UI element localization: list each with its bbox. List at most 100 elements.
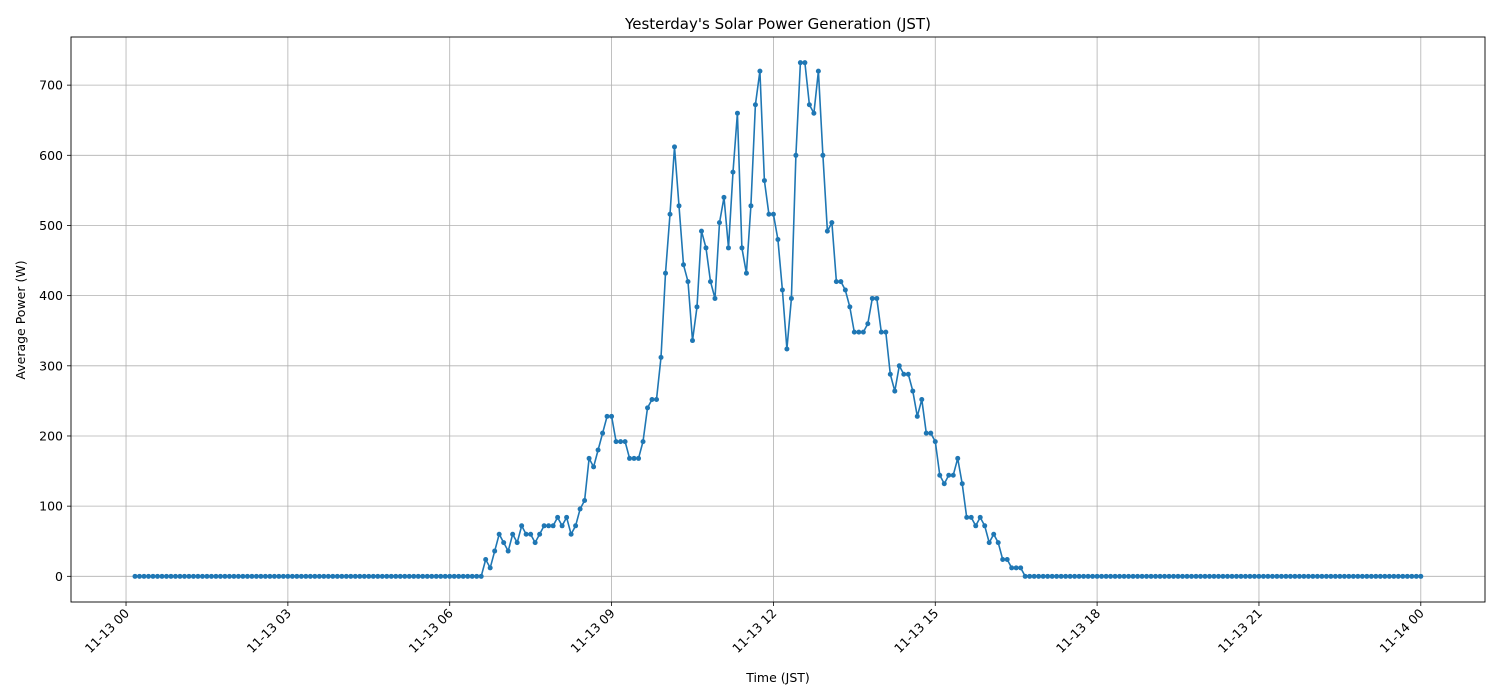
data-point [761,178,767,184]
data-point [334,573,340,579]
data-point [519,523,525,529]
data-point [146,573,152,579]
data-point [806,102,812,108]
x-tick-label: 11-13 12 [729,606,779,656]
data-point [505,548,511,554]
data-point [991,531,997,537]
data-point [339,573,345,579]
data-point [249,573,255,579]
data-point [721,194,727,200]
data-point [896,363,902,369]
data-point [163,573,169,579]
data-point [204,573,210,579]
data-point [919,396,925,402]
data-point [901,371,907,377]
data-point [802,60,808,66]
data-point [1049,573,1055,579]
data-point [820,152,826,158]
data-point [1009,565,1015,571]
data-point [465,573,471,579]
plot-frame [70,36,1486,603]
data-point [1373,573,1379,579]
data-point [698,228,704,234]
y-tick-label: 400 [39,288,63,303]
data-point [456,573,462,579]
data-point [1283,573,1289,579]
data-point [1184,573,1190,579]
data-point [1036,573,1042,579]
x-axis-ticks: 11-13 00 11-13 03 11-13 06 11-13 09 11-13 12… [82,602,1427,656]
data-point [150,573,156,579]
data-point [1090,573,1096,579]
data-point [285,573,291,579]
data-point [357,573,363,579]
data-point [1346,573,1352,579]
data-point [1063,573,1069,579]
y-tick-label: 500 [39,218,63,233]
data-point [766,211,772,217]
data-point [1103,573,1109,579]
data-point [1094,573,1100,579]
data-point [645,405,651,411]
data-point [1144,573,1150,579]
data-point [1238,573,1244,579]
data-point [982,523,988,529]
data-point [1130,573,1136,579]
data-point [195,573,201,579]
data-point [883,329,889,335]
data-point [474,573,480,579]
data-point [1076,573,1082,579]
data-point [1332,573,1338,579]
data-point [586,455,592,461]
data-point [240,573,246,579]
data-point [1126,573,1132,579]
data-point [1404,573,1410,579]
data-point [402,573,408,579]
data-point [663,270,669,276]
data-point [887,371,893,377]
y-tick-label: 300 [39,358,63,373]
data-point [141,573,147,579]
data-point [208,573,214,579]
data-point [788,295,794,301]
data-point [1004,556,1010,562]
y-axis-ticks: 0 100 200 300 400 500 600 700 [39,78,71,584]
data-point [1193,573,1199,579]
data-point [600,430,606,436]
data-point [294,573,300,579]
data-point [501,540,507,546]
data-point [1000,556,1006,562]
y-tick-label: 200 [39,428,63,443]
data-point [424,573,430,579]
data-point [654,396,660,402]
data-point [1274,573,1280,579]
data-point [640,439,646,445]
data-point [496,531,502,537]
series-points [132,60,1424,579]
data-point [1013,565,1019,571]
data-point [770,211,776,217]
data-point [1314,573,1320,579]
data-point [132,573,138,579]
data-point [258,573,264,579]
data-point [366,573,372,579]
data-point [932,439,938,445]
data-point [1072,573,1078,579]
data-point [779,287,785,293]
data-point [1081,573,1087,579]
data-point [1418,573,1424,579]
data-point [1296,573,1302,579]
data-point [604,413,610,419]
data-point [842,287,848,293]
data-point [775,237,781,243]
data-point [1202,573,1208,579]
data-point [712,295,718,301]
data-point [1162,573,1168,579]
x-axis-label: Time (JST) [745,670,810,685]
data-point [478,573,484,579]
data-point [1224,573,1230,579]
data-point [1251,573,1257,579]
data-point [1139,573,1145,579]
data-point [1359,573,1365,579]
data-point [631,455,637,461]
